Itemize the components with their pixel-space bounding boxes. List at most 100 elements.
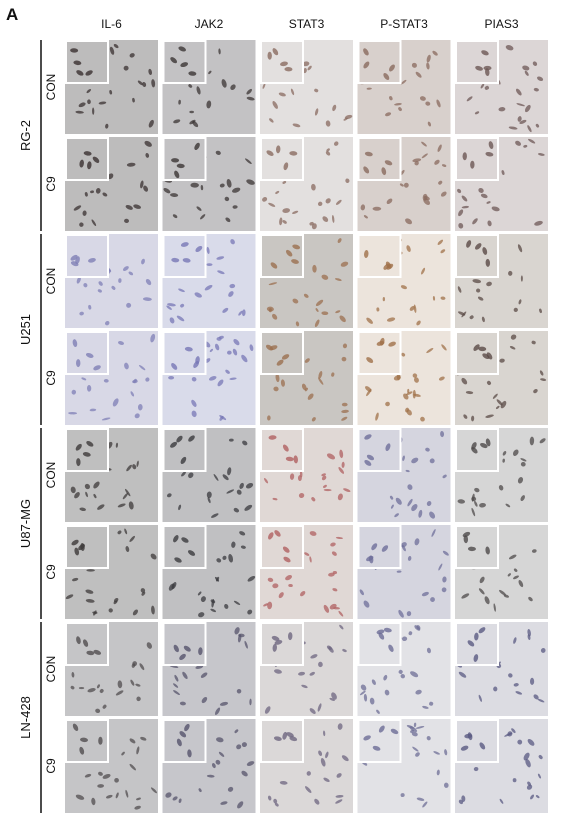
micrograph: [455, 428, 548, 522]
cell: [268, 282, 278, 286]
inset-cell: [82, 639, 89, 647]
cell: [76, 276, 81, 284]
cell: [529, 436, 535, 446]
cell: [429, 458, 435, 464]
cell: [230, 84, 236, 91]
cell: [200, 672, 208, 678]
cell: [487, 220, 492, 227]
inset-cell: [282, 444, 289, 452]
cell: [102, 774, 111, 779]
row-label: C9: [44, 370, 58, 386]
cell: [182, 671, 188, 680]
cell: [527, 634, 531, 641]
cell: [441, 344, 447, 351]
cell: [405, 469, 410, 473]
inset-cell: [274, 639, 283, 645]
cell: [228, 291, 234, 297]
inset: [162, 234, 207, 278]
cell: [178, 798, 182, 803]
cell: [207, 497, 211, 504]
inset-cell: [70, 48, 79, 53]
cell: [314, 319, 320, 327]
cell: [339, 449, 344, 459]
cell: [480, 83, 485, 89]
cell: [79, 311, 84, 316]
cell: [288, 584, 293, 588]
cell: [75, 110, 84, 114]
cell: [408, 631, 413, 636]
inset-cell: [383, 263, 390, 270]
cell: [323, 484, 327, 488]
cell: [216, 256, 225, 260]
cell: [426, 501, 432, 506]
cell: [486, 281, 492, 287]
cell: [508, 270, 513, 276]
cell: [335, 199, 342, 205]
cell: [341, 461, 345, 468]
inset-cell: [74, 547, 80, 556]
cell: [219, 183, 225, 188]
cell: [412, 746, 419, 752]
inset-cell: [184, 723, 190, 732]
cell: [117, 680, 123, 689]
cell: [292, 123, 301, 128]
cell: [321, 473, 326, 477]
cell: [517, 116, 522, 122]
cell: [95, 708, 101, 714]
inset-cell: [475, 65, 483, 71]
cell: [300, 591, 306, 597]
cell: [342, 343, 348, 349]
cell: [90, 190, 95, 194]
cell: [278, 592, 284, 599]
inset-cell: [79, 159, 84, 168]
cell: [396, 570, 402, 573]
cell: [132, 464, 137, 470]
cell: [314, 88, 319, 93]
cell: [129, 763, 137, 771]
inset-cell: [86, 441, 94, 447]
cell: [337, 493, 343, 501]
cell: [222, 474, 229, 481]
cell: [221, 79, 227, 88]
cell: [314, 108, 319, 116]
cell: [493, 603, 496, 612]
cell: [419, 96, 426, 101]
cell: [534, 220, 543, 226]
cell: [318, 377, 324, 385]
cell: [503, 594, 510, 598]
cell: [93, 481, 100, 489]
cell: [411, 731, 418, 737]
cell: [321, 311, 329, 316]
inset-cell: [463, 535, 469, 544]
cell: [97, 784, 104, 788]
cell: [531, 340, 536, 345]
cell: [338, 610, 344, 617]
micrograph: [65, 40, 158, 134]
cell: [474, 111, 480, 115]
cell: [132, 661, 138, 667]
inset: [162, 428, 207, 472]
micrograph: [357, 719, 451, 813]
cell: [247, 575, 256, 582]
cell: [539, 308, 542, 314]
cell: [247, 609, 253, 615]
cell: [414, 161, 419, 166]
inset-cell: [363, 48, 369, 56]
cell: [522, 65, 530, 71]
cell: [71, 389, 77, 395]
inset-cell: [182, 258, 191, 263]
cell: [148, 119, 154, 128]
cell: [340, 261, 349, 267]
cell: [341, 356, 347, 362]
cell: [426, 62, 430, 70]
cell: [227, 786, 234, 792]
cell: [272, 101, 278, 109]
inset: [455, 525, 499, 569]
inset: [260, 622, 304, 666]
inset: [260, 525, 304, 569]
cell: [211, 513, 219, 518]
cell: [343, 488, 351, 492]
cell: [432, 295, 436, 301]
row-label: C9: [44, 564, 58, 580]
cell: [485, 414, 494, 418]
